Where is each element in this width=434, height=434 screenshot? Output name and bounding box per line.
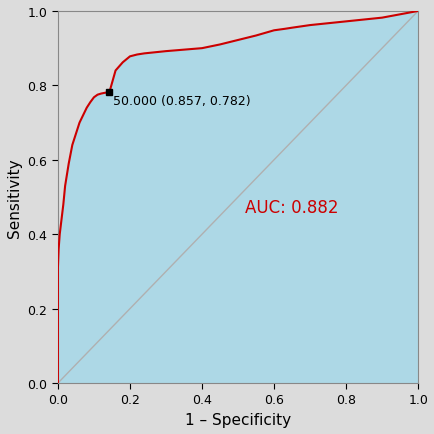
Text: AUC: 0.882: AUC: 0.882 (245, 198, 338, 217)
Text: 50.000 (0.857, 0.782): 50.000 (0.857, 0.782) (113, 95, 250, 108)
Y-axis label: Sensitivity: Sensitivity (7, 158, 22, 237)
X-axis label: 1 – Specificity: 1 – Specificity (184, 412, 290, 427)
